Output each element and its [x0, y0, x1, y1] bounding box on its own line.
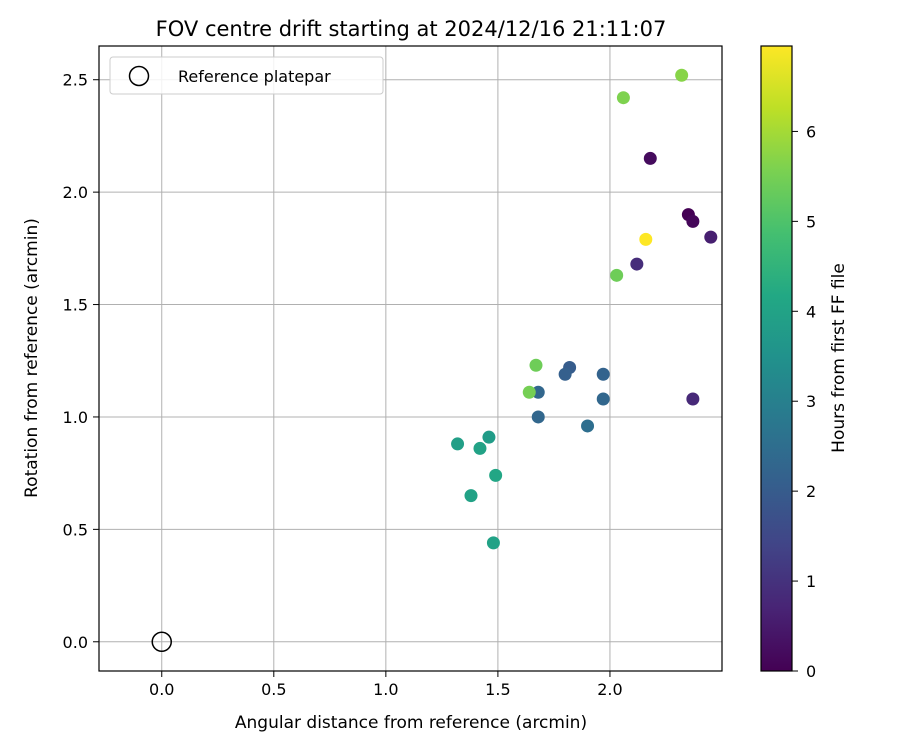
scatter-point	[451, 437, 465, 451]
scatter-point	[675, 68, 689, 82]
scatter-point	[643, 151, 657, 165]
x-tick-label: 0.0	[149, 680, 174, 699]
reference-platepar-marker	[151, 631, 172, 653]
colorbar-tick-label: 0	[806, 662, 816, 681]
chart-title: FOV centre drift starting at 2024/12/16 …	[156, 17, 667, 41]
scatter-point	[639, 232, 653, 246]
grid-lines	[99, 46, 722, 671]
x-tick-label: 1.5	[485, 680, 510, 699]
x-tick-label: 1.0	[373, 680, 398, 699]
scatter-point	[686, 214, 700, 228]
legend-entry-reference: Reference platepar	[178, 67, 331, 86]
y-tick-label: 2.0	[63, 183, 88, 202]
scatter-point	[630, 257, 644, 271]
colorbar	[760, 45, 793, 672]
scatter-point	[610, 268, 624, 282]
scatter-point	[558, 367, 572, 381]
y-tick-label: 0.5	[63, 520, 88, 539]
scatter-point	[464, 489, 478, 503]
scatter-point	[686, 392, 700, 406]
y-tick-label: 1.0	[63, 408, 88, 427]
colorbar-tick-label: 3	[806, 392, 816, 411]
scatter-point	[596, 367, 610, 381]
scatter-point	[531, 385, 545, 399]
x-axis-ticks: 0.0 0.5 1.0 1.5 2.0	[149, 671, 623, 699]
colorbar-tick-label: 5	[806, 212, 816, 231]
x-axis-title: Angular distance from reference (arcmin)	[235, 713, 587, 733]
colorbar-tick-label: 2	[806, 482, 816, 501]
scatter-point	[522, 385, 536, 399]
scatter-point	[482, 430, 496, 444]
scatter-point	[581, 419, 595, 433]
scatter-point	[486, 536, 500, 550]
legend-marker-icon	[128, 65, 150, 87]
legend-box	[109, 56, 384, 95]
scatter-point	[473, 441, 487, 455]
data-points	[451, 68, 718, 550]
x-tick-label: 2.0	[597, 680, 622, 699]
legend: Reference platepar	[109, 56, 384, 95]
colorbar-label: Hours from first FF file	[829, 263, 849, 453]
y-tick-label: 1.5	[63, 296, 88, 315]
colorbar-tick-label: 6	[806, 122, 816, 141]
y-axis-ticks: 0.0 0.5 1.0 1.5 2.0 2.5	[63, 71, 99, 652]
y-tick-label: 2.5	[63, 71, 88, 90]
y-tick-label: 0.0	[63, 633, 88, 652]
scatter-point	[596, 392, 610, 406]
scatter-point	[489, 468, 503, 482]
plot-frame	[98, 45, 723, 672]
scatter-point	[529, 358, 543, 372]
scatter-point	[616, 91, 630, 105]
y-axis-title: Rotation from reference (arcmin)	[22, 218, 42, 498]
scatter-point	[704, 230, 718, 244]
colorbar-ticks: 0 1 2 3 4 5 6	[792, 122, 816, 681]
colorbar-tick-label: 1	[806, 572, 816, 591]
colorbar-tick-label: 4	[806, 302, 816, 321]
scatter-point	[531, 410, 545, 424]
x-tick-label: 0.5	[261, 680, 286, 699]
